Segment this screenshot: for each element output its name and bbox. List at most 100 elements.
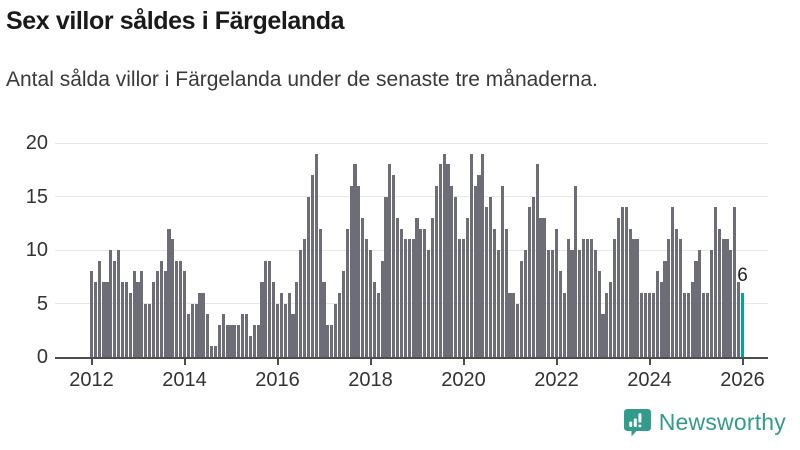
x-axis-label-2022: 2022 bbox=[534, 369, 579, 391]
bar-month-17 bbox=[155, 271, 159, 357]
bar-month-164 bbox=[725, 239, 729, 357]
bar-month-35 bbox=[225, 324, 229, 357]
bar-month-135 bbox=[613, 239, 617, 357]
bar-month-148 bbox=[663, 260, 667, 357]
bar-month-23 bbox=[179, 260, 183, 357]
bar-month-22 bbox=[175, 260, 179, 357]
bar-month-18 bbox=[159, 260, 163, 357]
y-axis-label-20: 20 bbox=[25, 132, 48, 154]
bar-month-166 bbox=[733, 207, 737, 357]
bar-month-120 bbox=[554, 228, 559, 357]
bar-month-16 bbox=[151, 282, 156, 357]
bar-month-6 bbox=[113, 260, 117, 357]
newsworthy-icon bbox=[623, 409, 651, 437]
bar-month-141 bbox=[636, 239, 640, 357]
bar-month-31 bbox=[210, 346, 214, 357]
bar-month-143 bbox=[644, 292, 648, 357]
bar-month-103 bbox=[489, 196, 493, 357]
bar-month-0 bbox=[89, 271, 94, 357]
bar-month-111 bbox=[520, 260, 524, 357]
bar-month-121 bbox=[558, 271, 562, 357]
y-axis-label-10: 10 bbox=[25, 239, 48, 261]
bar-month-112 bbox=[523, 250, 528, 357]
bar-month-87 bbox=[427, 250, 431, 357]
bar-month-149 bbox=[667, 239, 671, 357]
bar-month-59 bbox=[318, 228, 322, 357]
x-tick-2020 bbox=[462, 359, 465, 365]
bar-month-127 bbox=[582, 239, 586, 357]
bar-month-131 bbox=[597, 271, 601, 357]
bar-month-30 bbox=[206, 314, 210, 357]
bar-month-1 bbox=[93, 282, 97, 357]
x-axis-label-2018: 2018 bbox=[348, 369, 393, 391]
bar-month-124 bbox=[570, 250, 574, 357]
bar-month-85 bbox=[419, 228, 423, 357]
bar-month-41 bbox=[248, 335, 252, 357]
bar-month-40 bbox=[244, 314, 249, 357]
bar-month-5 bbox=[109, 250, 113, 357]
bar-month-136 bbox=[616, 217, 621, 357]
bar-month-32 bbox=[213, 346, 218, 357]
bar-month-142 bbox=[640, 292, 644, 357]
bar-month-19 bbox=[163, 271, 167, 357]
bar-month-113 bbox=[527, 207, 531, 357]
bar-month-78 bbox=[392, 175, 396, 357]
bar-month-25 bbox=[186, 314, 190, 357]
bar-month-100 bbox=[477, 175, 481, 357]
bar-month-119 bbox=[551, 250, 555, 357]
bar-month-84 bbox=[415, 217, 419, 357]
bar-month-11 bbox=[132, 271, 136, 357]
bar-month-81 bbox=[403, 239, 407, 357]
x-axis-label-2014: 2014 bbox=[162, 369, 207, 391]
gridline-y5 bbox=[55, 303, 768, 304]
bar-month-46 bbox=[268, 260, 272, 357]
bar-month-62 bbox=[330, 324, 334, 357]
bar-month-107 bbox=[504, 228, 508, 357]
bar-month-114 bbox=[531, 196, 535, 357]
bar-month-88 bbox=[430, 217, 435, 357]
bar-month-98 bbox=[469, 153, 473, 357]
bar-month-9 bbox=[124, 282, 128, 357]
bar-month-53 bbox=[295, 282, 299, 357]
bar-month-116 bbox=[539, 217, 543, 357]
bar-month-58 bbox=[314, 153, 318, 357]
bar-month-133 bbox=[605, 292, 609, 357]
bar-month-55 bbox=[303, 239, 307, 357]
bar-month-8 bbox=[120, 282, 125, 357]
bar-month-134 bbox=[609, 282, 613, 357]
bar-month-79 bbox=[396, 217, 400, 357]
x-tick-2014 bbox=[183, 359, 186, 365]
bar-month-24 bbox=[182, 271, 187, 357]
gridline-y10 bbox=[55, 249, 768, 251]
bar-month-65 bbox=[341, 271, 345, 357]
bar-month-92 bbox=[446, 164, 450, 357]
bar-month-2 bbox=[97, 260, 101, 357]
bar-month-102 bbox=[485, 207, 489, 357]
bar-month-45 bbox=[264, 260, 268, 357]
bar-month-73 bbox=[372, 282, 376, 357]
bar-month-101 bbox=[481, 153, 485, 357]
bar-month-13 bbox=[140, 271, 144, 357]
bar-month-137 bbox=[620, 207, 624, 357]
bar-month-67 bbox=[349, 185, 353, 357]
bar-month-157 bbox=[698, 250, 702, 357]
bar-month-70 bbox=[361, 217, 365, 357]
x-tick-2022 bbox=[555, 359, 558, 365]
bar-month-96 bbox=[461, 239, 466, 357]
bar-month-165 bbox=[729, 250, 733, 357]
bar-month-57 bbox=[310, 175, 314, 357]
chart-title: Sex villor såldes i Färgelanda bbox=[6, 7, 345, 35]
bar-month-132 bbox=[601, 314, 605, 357]
bar-month-80 bbox=[399, 228, 404, 357]
bar-month-4 bbox=[105, 282, 109, 357]
bar-month-38 bbox=[237, 324, 241, 357]
bar-month-130 bbox=[593, 250, 597, 357]
bar-month-159 bbox=[706, 292, 710, 357]
bar-month-99 bbox=[473, 185, 477, 357]
bar-month-110 bbox=[516, 303, 520, 357]
bar-month-39 bbox=[241, 314, 245, 357]
bar-month-14 bbox=[144, 303, 148, 357]
bar-month-93 bbox=[450, 185, 454, 357]
bar-month-122 bbox=[562, 292, 566, 357]
